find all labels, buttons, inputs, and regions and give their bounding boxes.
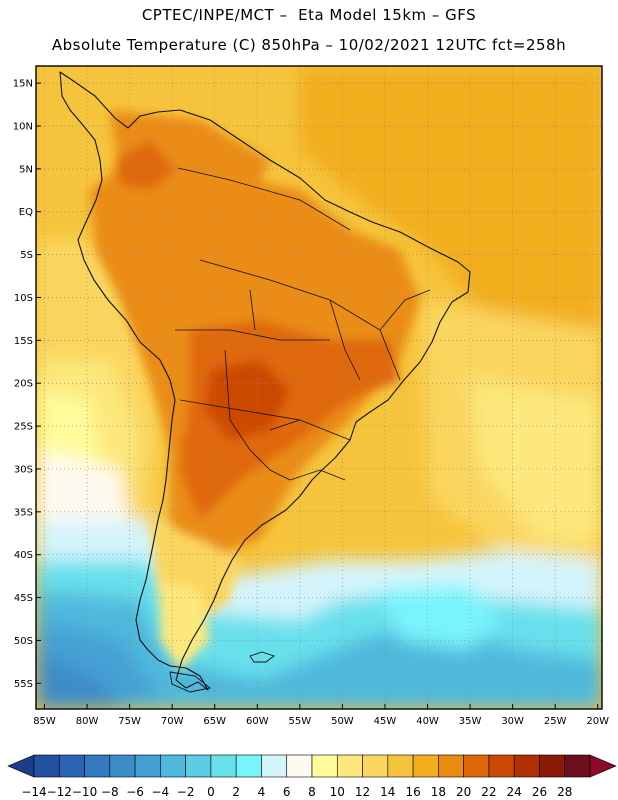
lon-tick-label: 45W <box>374 716 397 727</box>
temperature-colorbar: −14 −12 −10 −8 −6 −4 −2 0 2 4 6 8 10 12 14 16 18 20 22 24 26… <box>7 754 617 799</box>
colorbar-label: 16 <box>405 785 420 799</box>
colorbar-label: −2 <box>177 785 195 799</box>
colorbar-swatch <box>185 754 212 778</box>
colorbar-swatch <box>134 754 161 778</box>
longitude-axis: 85W 80W 75W 70W 65W 60W 55W 50W 45W 40W 35W 30W 25W 2… <box>33 704 609 727</box>
colorbar-high-arrow <box>589 754 617 778</box>
colorbar-label: −4 <box>152 785 170 799</box>
colorbar-label: −6 <box>126 785 144 799</box>
colorbar-swatch <box>33 754 60 778</box>
lat-tick-label: 10S <box>14 293 33 304</box>
colorbar-label: 6 <box>283 785 291 799</box>
colorbar-label: 2 <box>232 785 240 799</box>
south-america-coastline <box>59 71 471 691</box>
colorbar-swatch <box>109 754 136 778</box>
lon-tick-label: 80W <box>76 716 99 727</box>
colorbar-label: 10 <box>330 785 345 799</box>
colorbar-low-arrow <box>7 754 35 778</box>
lon-tick-label: 20W <box>586 716 609 727</box>
colorbar-label: 18 <box>431 785 446 799</box>
colorbar-swatch <box>463 754 490 778</box>
lat-tick-label: 55S <box>14 679 33 690</box>
lat-tick-label: 20S <box>14 379 33 390</box>
colorbar-swatch <box>286 754 313 778</box>
colorbar-swatch <box>513 754 540 778</box>
colorbar-swatch <box>564 754 591 778</box>
colorbar-label: −10 <box>72 785 97 799</box>
lat-tick-label: 5S <box>20 250 33 261</box>
lat-tick-label: 30S <box>14 464 33 475</box>
country-borders <box>175 167 431 481</box>
lon-tick-label: 60W <box>246 716 269 727</box>
colorbar-swatch <box>362 754 389 778</box>
lon-tick-label: 35W <box>459 716 482 727</box>
colorbar-label: 20 <box>456 785 471 799</box>
colorbar-label: 0 <box>207 785 215 799</box>
colorbar-swatch <box>210 754 237 778</box>
lat-tick-label: 45S <box>14 593 33 604</box>
latitude-axis: 15N 10N 5N EQ 5S 10S 15S 20S 25S 30S 35S 40S 45S 50S 5… <box>13 79 41 690</box>
lat-tick-label: 15N <box>13 79 33 90</box>
lon-tick-label: 30W <box>501 716 524 727</box>
temperature-field <box>36 66 602 709</box>
falkland-islands <box>249 651 275 663</box>
colorbar-swatch <box>539 754 566 778</box>
lat-tick-label: 5N <box>19 164 33 175</box>
colorbar-label: 22 <box>481 785 496 799</box>
colorbar-label: 28 <box>557 785 572 799</box>
colorbar-swatch <box>387 754 414 778</box>
colorbar-swatch <box>311 754 338 778</box>
colorbar-label: −8 <box>101 785 119 799</box>
lat-tick-label: 15S <box>14 336 33 347</box>
lat-tick-label: 10N <box>13 122 33 133</box>
tierra-del-fuego <box>169 671 212 693</box>
colorbar-swatch <box>438 754 464 778</box>
lon-tick-label: 55W <box>289 716 312 727</box>
lon-tick-label: 65W <box>203 716 226 727</box>
colorbar-label: 24 <box>507 785 522 799</box>
colorbar-swatch <box>160 754 186 778</box>
lat-tick-label: 35S <box>14 507 33 518</box>
map-frame <box>35 65 603 710</box>
lat-tick-label: 25S <box>14 422 33 433</box>
colorbar-swatch <box>235 754 262 778</box>
colorbar-swatch <box>488 754 515 778</box>
colorbar-label: 4 <box>258 785 266 799</box>
lat-tick-label: EQ <box>19 207 33 218</box>
lon-tick-label: 70W <box>161 716 184 727</box>
colorbar-label: 12 <box>355 785 370 799</box>
colorbar-label: −12 <box>47 785 72 799</box>
colorbar-label: 26 <box>532 785 547 799</box>
colorbar-swatch <box>261 754 288 778</box>
lon-tick-label: 25W <box>544 716 567 727</box>
colorbar-label: 14 <box>380 785 395 799</box>
lon-tick-label: 85W <box>33 716 56 727</box>
colorbar-swatch <box>336 754 363 778</box>
lat-tick-label: 50S <box>14 636 33 647</box>
chart-title-line-1: CPTEC/INPE/MCT – Eta Model 15km – GFS <box>141 6 477 24</box>
lon-tick-label: 50W <box>331 716 354 727</box>
colorbar-swatch <box>412 754 439 778</box>
colorbar-label: −14 <box>21 785 46 799</box>
lon-tick-label: 40W <box>416 716 439 727</box>
colorbar-swatch <box>84 754 111 778</box>
lat-tick-label: 40S <box>14 550 33 561</box>
colorbar-label: 8 <box>308 785 316 799</box>
lon-tick-label: 75W <box>118 716 141 727</box>
colorbar-swatch <box>58 754 85 778</box>
chart-title-line-2: Absolute Temperature (C) 850hPa – 10/02/… <box>51 36 567 54</box>
